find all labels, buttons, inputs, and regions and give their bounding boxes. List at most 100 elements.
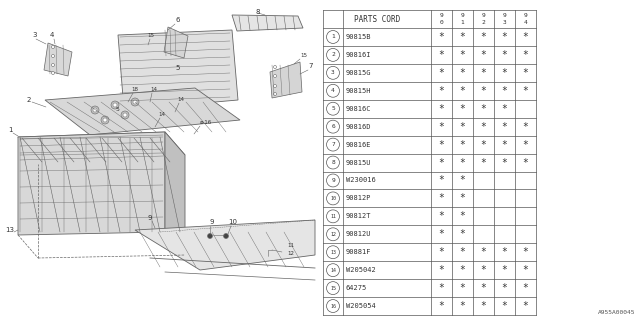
- Text: *: *: [438, 86, 444, 96]
- Text: W205042: W205042: [346, 267, 376, 273]
- Text: *: *: [460, 104, 465, 114]
- Text: 3: 3: [502, 20, 506, 26]
- Text: *: *: [481, 104, 486, 114]
- Polygon shape: [45, 88, 240, 135]
- Text: *: *: [523, 247, 529, 257]
- Text: *: *: [460, 247, 465, 257]
- Polygon shape: [18, 132, 165, 235]
- Text: *: *: [460, 265, 465, 275]
- Circle shape: [113, 103, 117, 107]
- Text: *: *: [481, 265, 486, 275]
- Text: 90812P: 90812P: [346, 196, 371, 201]
- Circle shape: [273, 66, 276, 68]
- Text: 90815U: 90815U: [346, 160, 371, 165]
- Text: 18: 18: [131, 87, 138, 92]
- Text: *: *: [460, 229, 465, 239]
- Text: *: *: [481, 86, 486, 96]
- Text: 9: 9: [331, 178, 335, 183]
- Text: *: *: [438, 283, 444, 293]
- Text: 4: 4: [331, 88, 335, 93]
- Text: *: *: [502, 140, 508, 149]
- Text: *: *: [481, 140, 486, 149]
- Text: 90816C: 90816C: [346, 106, 371, 112]
- Text: 14: 14: [177, 97, 184, 102]
- Polygon shape: [118, 30, 238, 110]
- Circle shape: [51, 71, 54, 75]
- Text: *: *: [438, 247, 444, 257]
- Text: *: *: [481, 68, 486, 78]
- Text: *: *: [460, 175, 465, 186]
- Circle shape: [133, 100, 137, 104]
- Text: 64275: 64275: [346, 285, 367, 291]
- Text: *: *: [523, 86, 529, 96]
- Text: 90812T: 90812T: [346, 213, 371, 219]
- Text: *: *: [502, 32, 508, 42]
- Text: 15: 15: [147, 33, 154, 38]
- Circle shape: [223, 234, 228, 238]
- Text: 90816E: 90816E: [346, 141, 371, 148]
- Text: *: *: [438, 140, 444, 149]
- Text: A955A00045: A955A00045: [598, 310, 635, 315]
- Text: *: *: [438, 193, 444, 204]
- Text: *: *: [438, 32, 444, 42]
- Text: 9: 9: [210, 219, 214, 225]
- Circle shape: [131, 98, 139, 106]
- Text: *: *: [502, 86, 508, 96]
- Text: *: *: [460, 50, 465, 60]
- Text: 6: 6: [331, 124, 335, 129]
- Text: 1: 1: [461, 20, 465, 26]
- Text: *: *: [502, 301, 508, 311]
- Text: *: *: [460, 301, 465, 311]
- Text: 3: 3: [32, 32, 36, 38]
- Text: *: *: [523, 68, 529, 78]
- Text: 14: 14: [150, 87, 157, 92]
- Text: *: *: [460, 140, 465, 149]
- Text: 7: 7: [331, 142, 335, 147]
- Text: *: *: [438, 175, 444, 186]
- Text: 7: 7: [308, 63, 312, 69]
- Text: 9: 9: [148, 215, 152, 221]
- Text: 2: 2: [331, 52, 335, 57]
- Text: 90815B: 90815B: [346, 34, 371, 40]
- Text: *: *: [481, 157, 486, 168]
- Text: 90815H: 90815H: [346, 88, 371, 94]
- Text: 0: 0: [440, 20, 444, 26]
- Text: 11: 11: [287, 243, 294, 248]
- Polygon shape: [165, 132, 185, 255]
- Polygon shape: [232, 15, 303, 31]
- Text: *: *: [523, 265, 529, 275]
- Text: *: *: [438, 104, 444, 114]
- Text: 13: 13: [5, 227, 14, 233]
- Text: 16: 16: [330, 304, 336, 308]
- Text: *: *: [481, 247, 486, 257]
- Polygon shape: [44, 43, 72, 76]
- Text: 4: 4: [50, 32, 54, 38]
- Text: 9: 9: [440, 13, 444, 18]
- Text: *: *: [460, 283, 465, 293]
- Text: *: *: [460, 193, 465, 204]
- Text: *: *: [460, 122, 465, 132]
- Text: *: *: [502, 122, 508, 132]
- Text: *: *: [460, 157, 465, 168]
- Text: 90812U: 90812U: [346, 231, 371, 237]
- Polygon shape: [270, 62, 302, 98]
- Text: 9: 9: [482, 13, 485, 18]
- Text: 14: 14: [158, 112, 165, 117]
- Circle shape: [101, 116, 109, 124]
- Text: W205054: W205054: [346, 303, 376, 309]
- Text: 10: 10: [330, 196, 336, 201]
- Text: 5: 5: [175, 65, 179, 71]
- Text: 4: 4: [524, 20, 527, 26]
- Text: *: *: [438, 50, 444, 60]
- Text: *: *: [438, 301, 444, 311]
- Text: *: *: [481, 50, 486, 60]
- Text: *: *: [523, 157, 529, 168]
- Text: 9: 9: [502, 13, 506, 18]
- Text: 8: 8: [331, 160, 335, 165]
- Text: 3: 3: [331, 70, 335, 75]
- Polygon shape: [18, 132, 185, 164]
- Text: *: *: [438, 157, 444, 168]
- Text: *: *: [523, 283, 529, 293]
- Text: *: *: [523, 50, 529, 60]
- Text: *: *: [502, 68, 508, 78]
